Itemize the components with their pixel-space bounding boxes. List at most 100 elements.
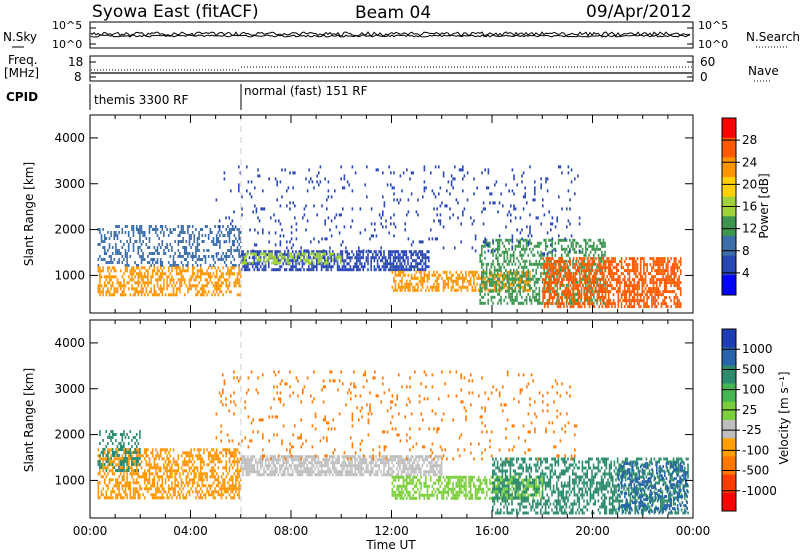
power-cell (597, 281, 599, 284)
power-cell (138, 272, 140, 275)
power-cell (558, 299, 560, 302)
power-cell (597, 299, 599, 302)
power-cell (184, 231, 186, 234)
power-cell (291, 237, 293, 240)
power-cell (483, 263, 485, 266)
power-cell (510, 204, 512, 207)
power-cell (415, 253, 417, 256)
power-cell (653, 281, 655, 284)
power-cell (131, 275, 133, 278)
power-cell (222, 266, 224, 269)
power-cell (282, 256, 284, 259)
velocity-cell (131, 457, 133, 460)
power-cell (513, 272, 515, 275)
power-cell (222, 258, 224, 261)
power-cell (154, 246, 156, 249)
power-cell (195, 293, 197, 296)
power-cell (200, 287, 202, 290)
power-cell (227, 266, 229, 269)
velocity-cell (208, 490, 210, 493)
velocity-cell (198, 490, 200, 493)
velocity-cell (222, 481, 224, 484)
power-cell (402, 253, 404, 256)
velocity-cell (134, 481, 136, 484)
noise-tick-right-top: 10^5 (698, 19, 728, 32)
power-cell (454, 289, 456, 292)
power-cell (648, 272, 650, 275)
power-cell (232, 219, 234, 222)
power-cell (203, 272, 205, 275)
power-cell (648, 290, 650, 293)
velocity-cell (152, 496, 154, 499)
power-cell (562, 281, 564, 284)
power-cell (138, 266, 140, 269)
power-cell (481, 248, 483, 251)
power-cell (573, 278, 575, 281)
power-cell (499, 269, 501, 272)
power-cell (202, 228, 204, 231)
power-cell (540, 177, 542, 180)
velocity-cell (162, 493, 164, 496)
power-cell (618, 299, 620, 302)
power-cell (519, 293, 521, 296)
power-cell (478, 274, 480, 277)
velocity-cell (149, 478, 151, 481)
power-cell (495, 269, 497, 272)
power-cell (667, 257, 669, 260)
velocity-cell (115, 481, 117, 484)
power-cell (587, 278, 589, 281)
power-cell (211, 231, 213, 234)
power-cell (595, 248, 597, 251)
power-cell (298, 253, 300, 256)
power-cell (168, 275, 170, 278)
power-cell (101, 240, 103, 243)
power-cell (587, 284, 589, 287)
power-cell (589, 299, 591, 302)
power-cell (627, 266, 629, 269)
velocity-cell (106, 466, 108, 469)
power-cell (187, 269, 189, 272)
power-cell (300, 268, 302, 271)
power-cell (603, 266, 605, 269)
velocity-cell (122, 454, 124, 457)
power-cell (395, 283, 397, 286)
power-cell (157, 252, 159, 255)
power-cell (377, 259, 379, 262)
power-cell (99, 287, 101, 290)
power-cell (213, 255, 215, 258)
power-cell (221, 281, 223, 284)
power-cell (675, 263, 677, 266)
power-cell (662, 272, 664, 275)
velocity-cell (176, 460, 178, 463)
velocity-cell (208, 484, 210, 487)
power-cell (424, 189, 426, 192)
power-cell (149, 228, 151, 231)
power-cell (563, 239, 565, 242)
power-cell (178, 234, 180, 237)
power-cell (550, 290, 552, 293)
velocity-cell (194, 475, 196, 478)
power-cell (600, 290, 602, 293)
velocity-cell (157, 463, 159, 466)
power-cell (581, 257, 583, 260)
power-cell (420, 283, 422, 286)
velocity-cell (171, 484, 173, 487)
velocity-cell (125, 487, 127, 490)
velocity-cell (206, 478, 208, 481)
power-cell (197, 290, 199, 293)
velocity-cell (176, 472, 178, 475)
power-cell (505, 275, 507, 278)
power-cell (310, 240, 312, 243)
velocity-cell (192, 457, 194, 460)
power-cell (147, 284, 149, 287)
power-cell (313, 268, 315, 271)
power-cell (634, 296, 636, 299)
power-cell (270, 216, 272, 219)
power-cell (238, 284, 240, 287)
power-cell (128, 287, 130, 290)
power-cell (614, 302, 616, 305)
power-cell (324, 253, 326, 256)
power-cell (540, 257, 542, 260)
power-cell (611, 275, 613, 278)
power-cell (99, 228, 101, 231)
